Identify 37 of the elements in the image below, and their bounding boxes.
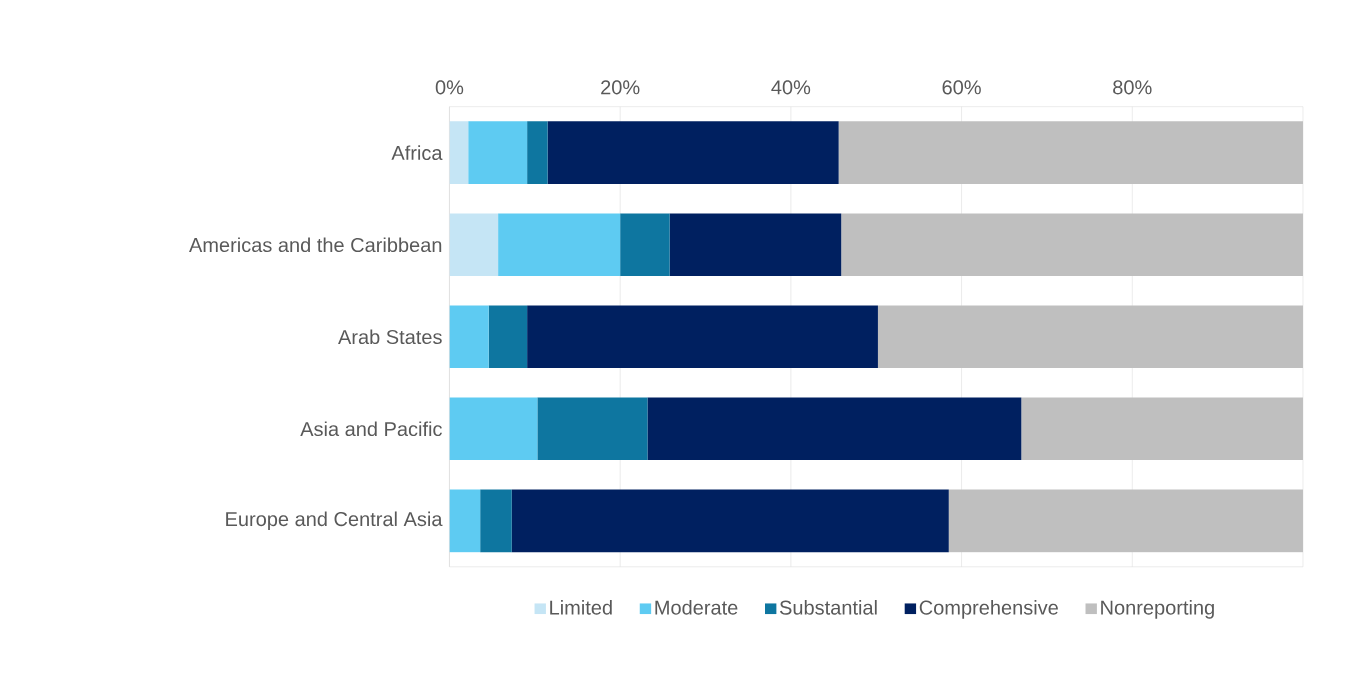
bar [841,213,1303,276]
y-tick-label: Arab States [338,329,442,344]
bar [449,489,481,552]
bar [498,213,621,276]
y-tick-label: Asia and Pacific [300,421,442,436]
y-tick-label: Europe and Central Asia [226,511,443,530]
x-tick-label: 80% [1113,80,1152,95]
y-tick-label: Africa [391,145,443,160]
bar [449,213,499,276]
x-tick-label: 0% [435,80,464,95]
legend-label: Nonreporting [1101,599,1214,619]
legend-label: Comprehensive [919,599,1058,619]
x-tick-label: 60% [942,80,981,95]
bar [449,121,469,184]
bar [877,305,1303,368]
x-tick-label: 40% [771,80,811,95]
bar [511,489,949,552]
bar [647,397,1022,460]
bar [527,121,548,184]
legend-label: Substantial [779,599,877,615]
bar [468,121,528,184]
bar [449,305,489,368]
bar [537,397,648,460]
legend-label: Limited [550,599,612,615]
x-tick-label: 20% [601,80,640,95]
bar [480,489,512,552]
bar [488,305,528,368]
bar [547,121,839,184]
bar [948,489,1303,552]
y-tick-label: Americas and the Caribbean [189,237,442,252]
bar [669,213,842,276]
legend-label: Moderate [655,599,738,615]
bar [527,305,878,368]
bar [620,213,670,276]
bar [838,121,1303,184]
bar [449,397,538,460]
bar [1021,397,1303,460]
